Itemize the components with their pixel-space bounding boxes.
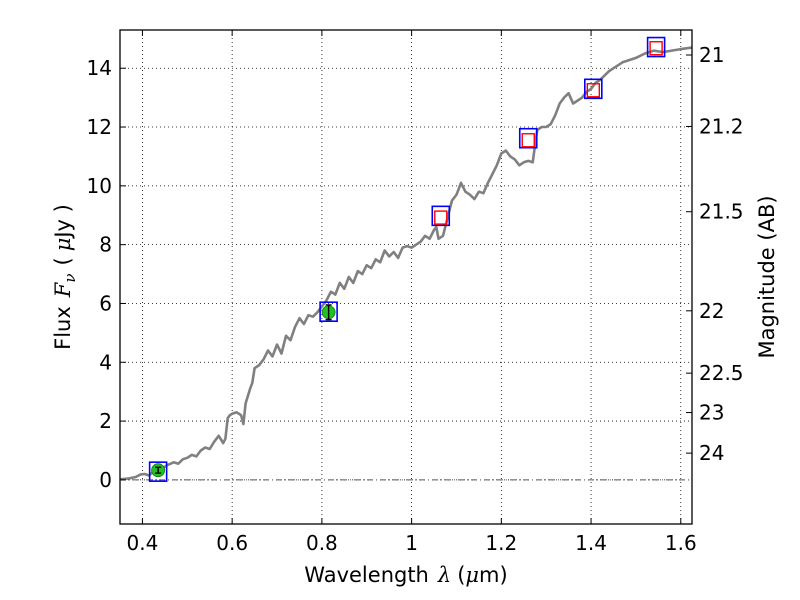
upper-limit-marker [586,83,601,98]
magnitude-tick-label: 21 [699,43,724,67]
x-axis: 0.4 0.6 0.8 1 1.2 1.4 1.6 [127,30,697,555]
magnitude-tick-label: 21.2 [699,114,744,138]
magnitude-axis: 21 21.2 21.5 22 22.5 23 24 [686,43,744,465]
model-photometry-marker [431,205,451,227]
magnitude-tick-label: 24 [699,441,724,465]
y-tick-label: 4 [99,350,112,374]
y-tick-label: 10 [87,174,112,198]
x-tick-label: 0.4 [127,531,159,555]
upper-limit-marker [434,210,448,225]
y-tick-label: 2 [99,409,112,433]
model-photometry-marker [148,461,168,482]
y-tick-label: 0 [99,468,112,492]
model-photometry-marker [518,127,538,149]
magnitude-tick-label: 21.5 [699,200,744,224]
model-photometry-marker [319,301,338,322]
plot-frame [119,29,693,525]
y-tick-label: 6 [99,291,112,315]
x-tick-label: 1.2 [485,531,517,555]
upper-limit-marker [521,133,535,148]
y-tick-label: 8 [99,233,112,257]
y-axis-label: FluxFν(μJy ) [51,204,79,350]
x-tick-label: 0.6 [216,531,248,555]
y-tick-label: 14 [87,56,112,80]
magnitude-tick-label: 22 [699,299,724,323]
magnitude-tick-label: 22.5 [699,361,744,385]
x-tick-label: 1.6 [665,531,697,555]
grid [120,30,692,524]
model-photometry-marker [646,36,666,58]
y-axis: 0 2 4 6 8 10 12 14 [87,56,126,492]
x-tick-label: 1.4 [575,531,607,555]
photometry-markers [148,36,666,482]
y-tick-label: 12 [87,115,112,139]
magnitude-tick-label: 23 [699,401,724,425]
x-axis-label: Wavelength λ (μm) [304,563,507,587]
x-tick-label: 1 [405,531,418,555]
model-spectrum-line [119,46,693,481]
model-photometry-marker [584,78,603,100]
upper-limit-marker [649,41,663,56]
magnitude-axis-label: Magnitude (AB) [755,195,779,358]
x-tick-label: 0.8 [306,531,338,555]
